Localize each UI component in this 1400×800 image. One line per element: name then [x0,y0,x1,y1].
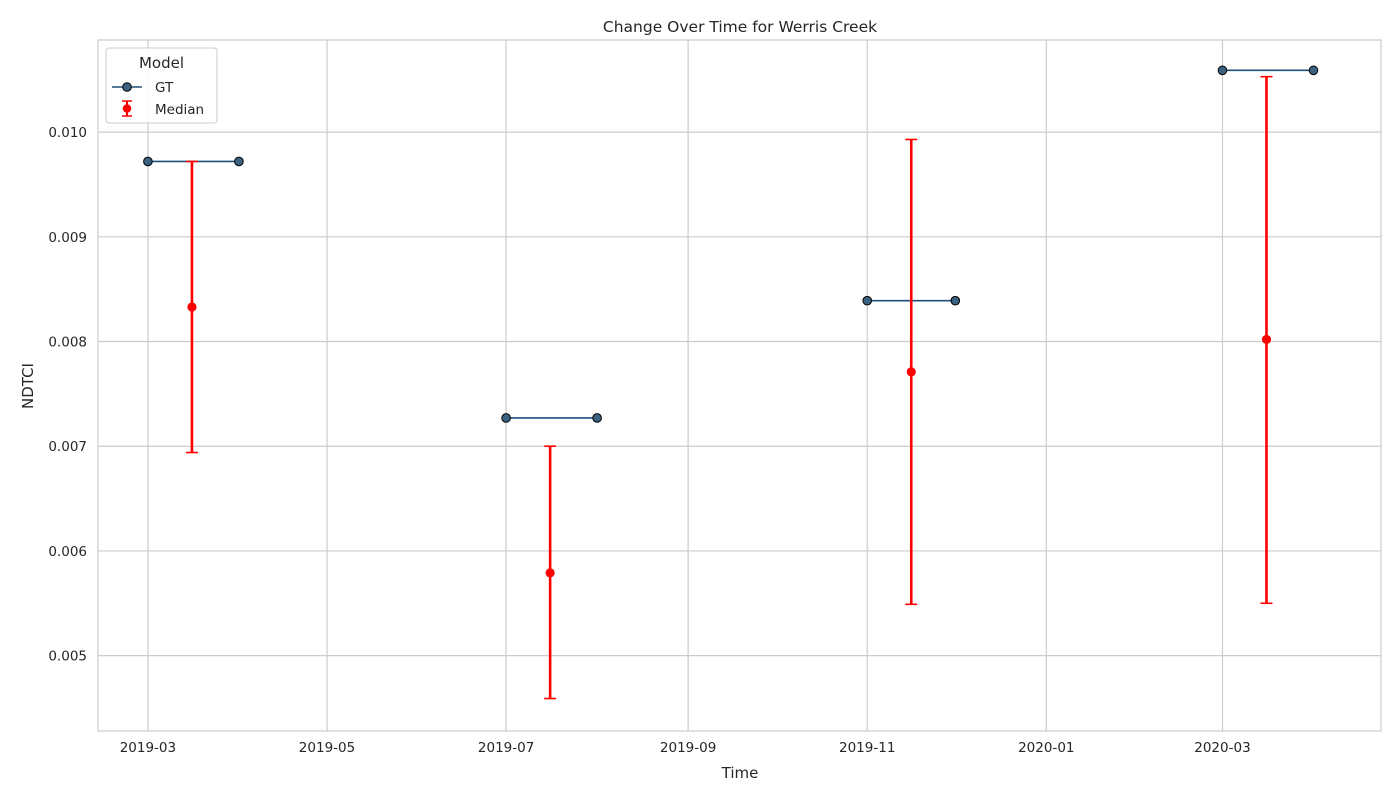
x-tick-label: 2020-01 [1018,740,1074,756]
gt-point [1217,65,1228,76]
y-tick-label: 0.010 [48,125,87,141]
y-tick-label: 0.009 [48,230,87,246]
y-tick-label: 0.008 [48,335,87,351]
legend-median-label: Median [155,102,204,118]
x-tick-label: 2019-05 [299,740,355,756]
gt-point [234,156,244,167]
x-tick-label: 2019-03 [120,740,176,756]
gt-point [501,413,511,423]
gt-point [143,156,153,167]
x-axis-label: Time [721,764,759,782]
legend-gt-marker [122,82,132,92]
x-tick-labels: 2019-03 2019-05 2019-07 2019-09 2019-11 2020-… [120,740,1251,756]
y-axis-label: NDTCI [19,363,37,409]
median-point [1261,334,1272,345]
gt-point [862,295,873,306]
gt-point [592,413,602,423]
gt-point [950,295,961,306]
legend-gt-label: GT [155,80,174,96]
legend: Model GT Median [105,47,218,124]
median-point [187,302,197,312]
y-tick-label: 0.006 [48,544,87,560]
median-point [906,367,916,377]
gt-point [1308,65,1319,76]
y-tick-label: 0.007 [48,439,87,455]
x-tick-label: 2019-07 [478,740,534,756]
legend-title: Model [139,54,184,72]
y-tick-labels: 0.005 0.006 0.007 0.008 0.009 0.010 [48,125,87,664]
y-tick-label: 0.005 [48,649,87,665]
x-tick-label: 2019-09 [660,740,716,756]
grid [98,40,1381,731]
x-tick-label: 2020-03 [1194,740,1250,756]
chart-title: Change Over Time for Werris Creek [603,18,877,36]
x-tick-label: 2019-11 [839,740,895,756]
data-marks [143,65,1319,700]
legend-box [105,47,218,124]
legend-median-marker [122,104,132,113]
plot-frame [97,39,1382,732]
median-point [545,568,555,578]
